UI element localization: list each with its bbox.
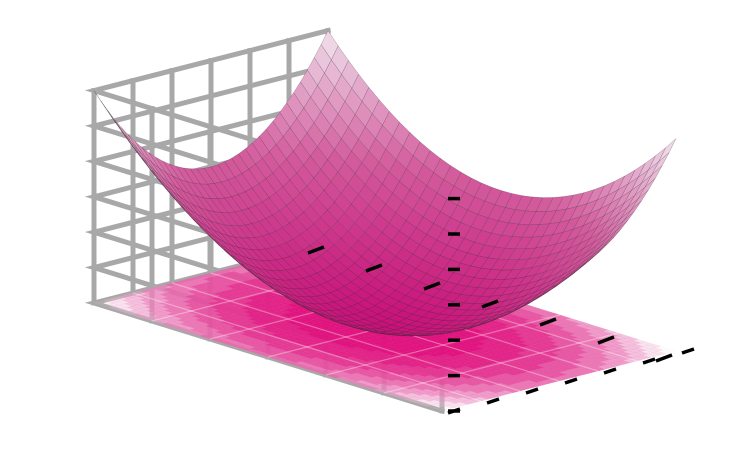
contour-cell — [433, 407, 448, 412]
contour-cell — [403, 397, 418, 402]
contour-cell — [436, 402, 451, 407]
contour-cell — [98, 300, 113, 305]
contour-cell — [423, 401, 438, 406]
x-tick — [539, 317, 557, 327]
x-tick — [423, 281, 441, 291]
contour-cell — [105, 302, 121, 307]
contour-cell — [418, 402, 433, 407]
y-tick — [525, 387, 539, 395]
contour-cell — [639, 341, 655, 346]
contour-cell — [113, 304, 128, 309]
y-tick — [486, 397, 500, 405]
contour-cell — [443, 404, 459, 409]
contour-cell — [410, 400, 426, 405]
contour-cell — [108, 306, 123, 311]
contour-cell — [115, 308, 131, 313]
contour-cell — [652, 351, 667, 356]
surface-patch — [658, 138, 677, 162]
y-tick — [603, 367, 617, 375]
y-tick — [642, 357, 656, 365]
contour-cell — [446, 399, 461, 404]
contour-cell — [110, 301, 126, 306]
y-tick — [564, 377, 578, 385]
contour-cell — [433, 398, 448, 403]
contour-cell — [649, 347, 665, 352]
axis-ticks — [307, 196, 695, 415]
contour-cell — [662, 348, 677, 353]
contour-cell — [408, 396, 423, 401]
contour-cell — [644, 348, 660, 353]
surface-patch — [624, 200, 642, 221]
x-tick — [597, 335, 615, 345]
contour-cell — [100, 303, 115, 308]
y-tick — [681, 347, 695, 355]
x-tick — [365, 263, 383, 273]
contour-cell — [454, 401, 469, 407]
x-tick — [307, 245, 325, 255]
contour-cell — [657, 349, 672, 354]
x-tick — [481, 299, 499, 309]
contour-cell — [448, 403, 464, 408]
contour-cell — [93, 301, 108, 306]
surface-patch — [651, 152, 670, 175]
contour-cell — [438, 405, 453, 410]
contour-cell — [428, 399, 443, 404]
contour-cell — [647, 343, 662, 348]
contour-cell — [395, 395, 411, 400]
contour-cell — [441, 400, 456, 405]
contour-cell — [108, 297, 123, 302]
contour-cell — [647, 352, 662, 357]
contour-cell — [642, 345, 657, 350]
floor-grid-line — [325, 314, 561, 376]
contour-cell — [655, 346, 670, 351]
contour-cell — [421, 397, 436, 402]
contour-cell — [459, 400, 474, 405]
floor-grid-line — [132, 292, 482, 402]
contour-cell — [431, 403, 446, 408]
contour-cell — [416, 398, 431, 403]
contour-cell — [103, 298, 118, 303]
floor-grid-line — [383, 332, 619, 394]
x-tick — [655, 353, 673, 363]
floor-grid-line — [171, 282, 521, 392]
contour-cell — [426, 404, 441, 409]
surface-mesh — [93, 30, 677, 337]
